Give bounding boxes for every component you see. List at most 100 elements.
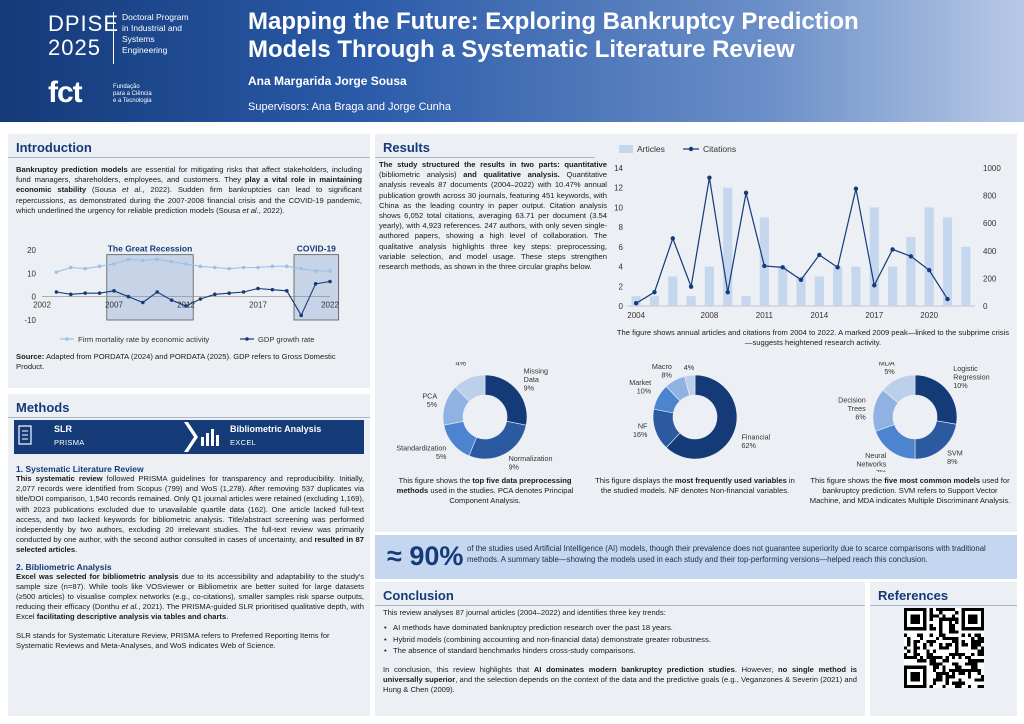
bar [924, 207, 934, 306]
y-left-tick-label: 10 [614, 203, 623, 212]
qr-module [974, 659, 978, 663]
caption-bold: five most common models [884, 476, 981, 485]
qr-module [942, 617, 946, 621]
slice-label-line: Financial [741, 432, 770, 441]
caption-text: used in the studies. PCA denotes Princip… [428, 486, 574, 505]
qr-module [952, 681, 956, 685]
intro-bold: play a vital role in maintaining economi… [16, 175, 362, 195]
bar [814, 276, 824, 306]
data-point [155, 257, 159, 262]
program-line: Systems [122, 34, 155, 44]
qr-module [932, 668, 936, 672]
biblio-text: due to its accessibility and adaptabilit… [16, 571, 364, 612]
bar-chart-icon [201, 429, 219, 446]
qr-module [952, 668, 956, 672]
source-label: Source: [16, 352, 45, 361]
qr-module [977, 668, 981, 672]
qr-module [955, 636, 959, 640]
qr-module [939, 678, 943, 682]
data-point [169, 259, 174, 264]
data-point [241, 290, 246, 294]
qr-module [939, 633, 943, 637]
data-point [241, 265, 246, 270]
citation-point [945, 296, 950, 302]
slice-value: 9% [524, 383, 535, 392]
citation-point [670, 236, 675, 241]
qr-module [913, 646, 917, 650]
qr-code-icon[interactable] [904, 608, 984, 688]
qr-module [961, 652, 965, 656]
donut-slice [882, 374, 916, 404]
qr-module [952, 608, 956, 612]
slice-label: Missing Data 9% [524, 366, 548, 392]
qr-module [916, 659, 920, 663]
qr-module [948, 668, 952, 672]
callout-text: of the studies used Artificial Intellige… [467, 544, 986, 564]
data-point [328, 269, 332, 273]
qr-module [964, 662, 968, 666]
qr-module [964, 643, 968, 647]
legend-label: Firm mortality rate by economic activity [78, 335, 209, 344]
qr-module [955, 643, 959, 647]
qr-module [907, 643, 911, 647]
data-point [83, 291, 87, 295]
data-point [198, 264, 203, 269]
qr-module [977, 643, 981, 647]
y-right-tick-label: 600 [983, 219, 997, 228]
citation-point [817, 252, 822, 258]
qr-module [939, 630, 943, 634]
qr-module [958, 684, 962, 688]
qr-module [974, 678, 978, 682]
qr-module [968, 659, 972, 663]
slr-bold: This systematic review [16, 474, 103, 483]
qr-module [948, 643, 952, 647]
qr-module [942, 672, 946, 676]
document-icon [18, 425, 32, 445]
qr-module [932, 614, 936, 618]
qr-module [977, 678, 981, 682]
y-right-tick-label: 800 [983, 192, 997, 201]
qr-module [971, 662, 975, 666]
intro-text: (Sousa [86, 185, 123, 195]
qr-module [929, 617, 933, 621]
qr-module [958, 665, 962, 669]
bar [668, 276, 678, 306]
qr-module [961, 633, 965, 637]
annotation-label: COVID-19 [297, 244, 336, 254]
qr-module [961, 672, 965, 676]
caption-text: in the studied models. NF denotes Non-fi… [600, 476, 795, 495]
x-tick-label: 2017 [865, 311, 883, 320]
qr-module [945, 656, 949, 660]
qr-module [942, 608, 946, 612]
qr-module [980, 649, 984, 653]
qr-module [936, 614, 940, 618]
references-heading: References [870, 588, 1017, 606]
slice-label-line: MDA [879, 362, 895, 367]
qr-module [952, 672, 956, 676]
qr-module [968, 656, 972, 660]
qr-module [958, 681, 962, 685]
callout-percentage: ≈ 90% [387, 541, 464, 571]
qr-finder-core [910, 614, 920, 624]
qr-module [907, 636, 911, 640]
program-line: Engineering [122, 45, 168, 55]
qr-module [939, 608, 943, 612]
data-point [141, 300, 145, 305]
y-tick-label: 10 [27, 269, 36, 278]
qr-module [980, 646, 984, 650]
citation-point [743, 190, 749, 196]
legend-marker [688, 146, 694, 152]
intro-text: , 2022). [258, 205, 285, 215]
slice-label: SVM 8% [947, 448, 963, 466]
preprocessing-donut-chart: Missing Data 9%Normalization 9%Standardizat… [396, 362, 552, 472]
legend-label: Citations [703, 144, 736, 154]
qr-module [977, 652, 981, 656]
citation-point [762, 263, 767, 269]
citation-point [633, 301, 639, 306]
conclusion-bold: no single method is universally superior [383, 664, 858, 684]
qr-module [913, 652, 917, 656]
citation-point [652, 290, 657, 295]
data-point [270, 264, 275, 269]
intro-etal: et al. [122, 185, 143, 195]
data-point [256, 265, 260, 270]
